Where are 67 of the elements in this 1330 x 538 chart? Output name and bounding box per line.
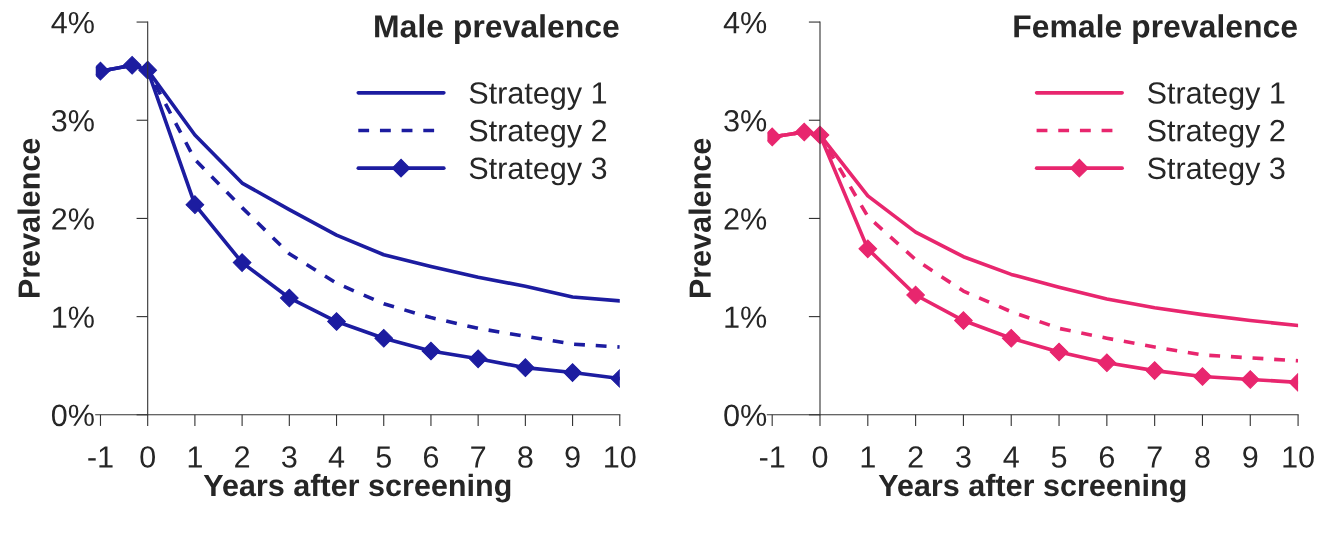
legend-label: Strategy 3 bbox=[1147, 157, 1285, 186]
x-tick-label: 0 bbox=[812, 446, 828, 468]
point bbox=[1145, 361, 1165, 380]
y-tick-label: 3% bbox=[724, 109, 767, 132]
point bbox=[1193, 367, 1212, 386]
point bbox=[858, 239, 878, 259]
x-tick-label: 9 bbox=[1243, 446, 1258, 468]
x-tick-label: 2 bbox=[235, 446, 250, 468]
legend-label: Strategy 1 bbox=[1147, 82, 1285, 110]
y-tick-label: 1% bbox=[725, 306, 767, 328]
x-tick-label: 6 bbox=[424, 446, 439, 468]
chart-title: Female prevalence bbox=[1014, 14, 1298, 44]
legend-label: Strategy 2 bbox=[1147, 119, 1285, 148]
point bbox=[516, 358, 535, 378]
y-tick-label: 0% bbox=[51, 404, 94, 427]
y-tick-label: 0% bbox=[724, 404, 767, 427]
point bbox=[138, 60, 158, 80]
x-tick-label: 8 bbox=[1195, 446, 1210, 468]
x-tick-label: 3 bbox=[281, 446, 297, 468]
point bbox=[468, 349, 488, 369]
x-tick-label: 3 bbox=[956, 446, 971, 468]
x-tick-label: 10 bbox=[1283, 446, 1314, 468]
y-axis-title: Prevalence bbox=[17, 138, 40, 298]
x-tick-label: 4 bbox=[1003, 446, 1019, 468]
y-tick-label: 2% bbox=[52, 208, 94, 230]
point bbox=[1001, 328, 1021, 348]
x-tick-label: 1 bbox=[861, 446, 875, 468]
x-tick-label: -1 bbox=[759, 446, 785, 468]
x-tick-label: 8 bbox=[518, 446, 533, 468]
x-tick-label: 5 bbox=[1051, 446, 1067, 468]
point bbox=[327, 312, 346, 331]
point bbox=[1240, 370, 1260, 389]
x-tick-label: 7 bbox=[471, 446, 486, 468]
point bbox=[232, 253, 252, 272]
y-tick-label: 4% bbox=[723, 11, 767, 34]
point bbox=[906, 285, 925, 305]
y-tick-label: 3% bbox=[51, 109, 94, 132]
x-tick-label: 10 bbox=[605, 446, 636, 468]
x-tick-label: 9 bbox=[565, 446, 580, 468]
point bbox=[374, 328, 394, 348]
legend-label: Strategy 3 bbox=[469, 157, 607, 186]
point bbox=[794, 122, 814, 142]
x-tick-label: 6 bbox=[1099, 446, 1114, 468]
y-tick-label: 2% bbox=[724, 208, 767, 230]
point bbox=[563, 363, 582, 382]
x-tick-label: 4 bbox=[328, 446, 345, 468]
x-tick-label: 2 bbox=[908, 446, 923, 468]
x-tick-label: 1 bbox=[188, 446, 202, 468]
x-axis-title: Years after screening bbox=[878, 473, 1186, 503]
point bbox=[185, 195, 205, 215]
point bbox=[279, 288, 299, 308]
x-axis-title: Years after screening bbox=[203, 473, 511, 503]
point bbox=[421, 341, 441, 361]
x-tick-label: 0 bbox=[140, 446, 155, 468]
point bbox=[1049, 342, 1069, 362]
point bbox=[1097, 353, 1117, 373]
chart-title: Male prevalence bbox=[375, 14, 619, 44]
point bbox=[122, 55, 142, 75]
y-tick-label: 4% bbox=[51, 11, 94, 34]
legend-label: Strategy 1 bbox=[469, 82, 607, 110]
x-tick-label: 5 bbox=[376, 446, 391, 468]
x-tick-label: -1 bbox=[88, 446, 113, 468]
point bbox=[954, 311, 973, 330]
x-tick-label: 7 bbox=[1147, 446, 1162, 468]
y-axis-title: Prevalence bbox=[688, 138, 711, 298]
y-tick-label: 1% bbox=[53, 306, 94, 328]
legend-label: Strategy 2 bbox=[469, 119, 607, 148]
